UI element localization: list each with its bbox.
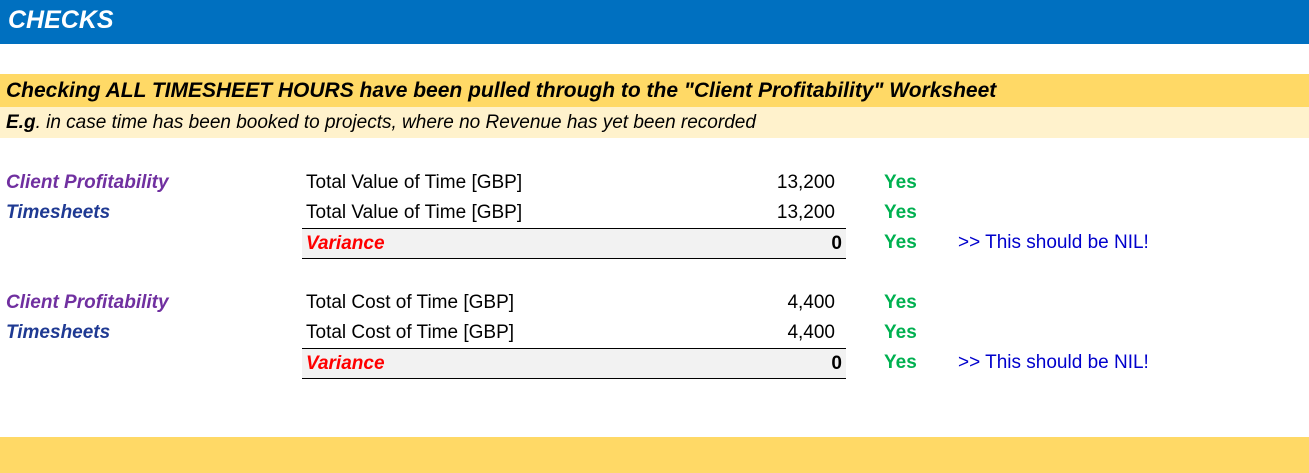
value-cell[interactable]: 4,400 — [787, 292, 835, 313]
check-2-row-client-profitability: Client Profitability Total Cost of Time … — [0, 288, 1309, 318]
value-cell[interactable]: 13,200 — [776, 172, 835, 193]
check-2-variance-row: Variance 0 Yes >> This should be NIL! — [0, 348, 1309, 379]
source-label: Client Profitability — [6, 292, 169, 313]
check-1-row-client-profitability: Client Profitability Total Value of Time… — [0, 168, 1309, 198]
source-label: Timesheets — [6, 322, 111, 343]
value-cell[interactable]: 13,200 — [776, 202, 835, 223]
variance-cell[interactable]: Variance 0 — [302, 228, 846, 259]
status-cell[interactable]: Yes — [884, 322, 917, 343]
variance-label: Variance — [306, 353, 385, 374]
variance-value: 0 — [831, 353, 842, 374]
section-header: Checking ALL TIMESHEET HOURS have been p… — [0, 74, 1309, 107]
page-title: CHECKS — [8, 6, 114, 34]
check-1-variance-row: Variance 0 Yes >> This should be NIL! — [0, 228, 1309, 259]
check-1-row-timesheets: Timesheets Total Value of Time [GBP] 13,… — [0, 198, 1309, 228]
nil-note: >> This should be NIL! — [958, 232, 1149, 253]
nil-note: >> This should be NIL! — [958, 352, 1149, 373]
status-cell[interactable]: Yes — [884, 292, 917, 313]
note-prefix: E.g — [6, 112, 36, 133]
status-cell[interactable]: Yes — [884, 202, 917, 223]
footer-bar — [0, 437, 1309, 473]
header-bar: CHECKS — [0, 0, 1309, 44]
source-label: Timesheets — [6, 202, 111, 223]
note-text: E.g. in case time has been booked to pro… — [6, 111, 756, 135]
section-title: Checking ALL TIMESHEET HOURS have been p… — [6, 79, 997, 102]
variance-status[interactable]: Yes — [884, 232, 917, 253]
description-cell[interactable]: Total Value of Time [GBP] — [306, 202, 523, 223]
value-cell[interactable]: 4,400 — [787, 322, 835, 343]
variance-value: 0 — [831, 233, 842, 254]
status-cell[interactable]: Yes — [884, 172, 917, 193]
section-note: E.g. in case time has been booked to pro… — [0, 107, 1309, 138]
variance-status[interactable]: Yes — [884, 352, 917, 373]
source-label: Client Profitability — [6, 172, 169, 193]
description-cell[interactable]: Total Cost of Time [GBP] — [306, 292, 515, 313]
check-2-row-timesheets: Timesheets Total Cost of Time [GBP] 4,40… — [0, 318, 1309, 348]
note-body: . in case time has been booked to projec… — [35, 112, 756, 133]
variance-label: Variance — [306, 233, 385, 254]
variance-cell[interactable]: Variance 0 — [302, 348, 846, 379]
description-cell[interactable]: Total Cost of Time [GBP] — [306, 322, 515, 343]
description-cell[interactable]: Total Value of Time [GBP] — [306, 172, 523, 193]
